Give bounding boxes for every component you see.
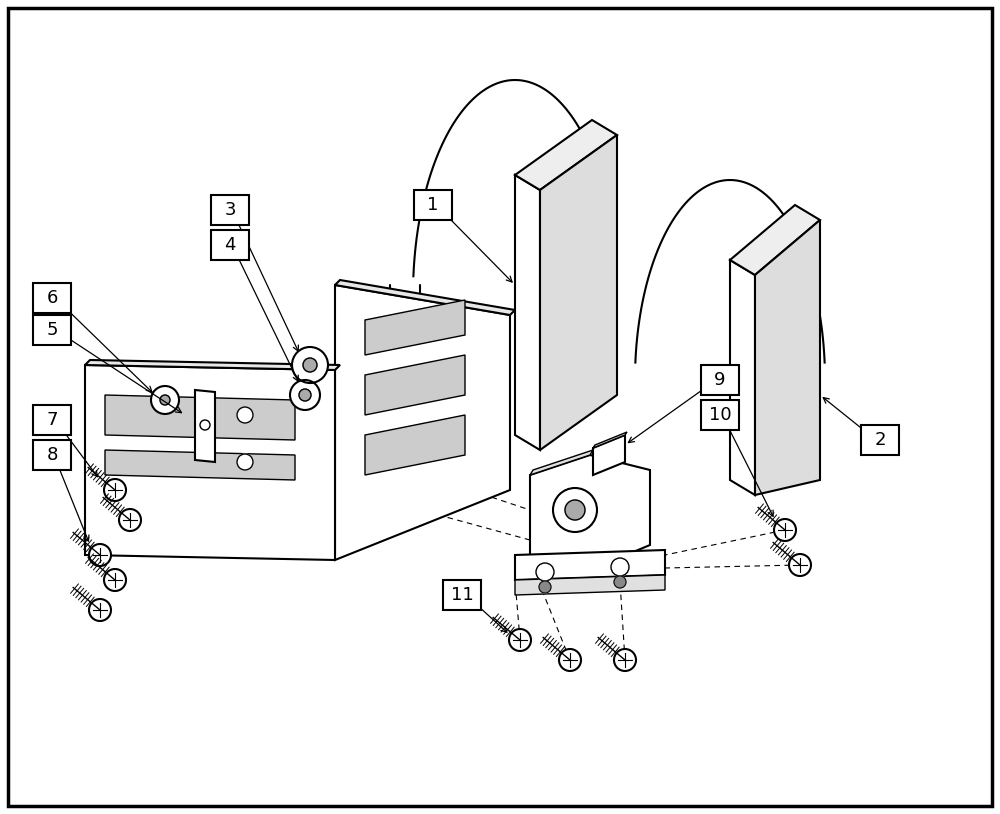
Circle shape — [539, 581, 551, 593]
Text: 10: 10 — [709, 406, 731, 424]
Text: 8: 8 — [46, 446, 58, 464]
Polygon shape — [105, 395, 295, 440]
Circle shape — [104, 569, 126, 591]
FancyBboxPatch shape — [211, 230, 249, 260]
Polygon shape — [335, 285, 510, 560]
Polygon shape — [365, 300, 465, 355]
Circle shape — [290, 380, 320, 410]
Text: 11: 11 — [451, 586, 473, 604]
Polygon shape — [593, 435, 625, 475]
Circle shape — [614, 649, 636, 671]
FancyBboxPatch shape — [443, 580, 481, 610]
Polygon shape — [540, 135, 617, 450]
FancyBboxPatch shape — [211, 195, 249, 225]
Circle shape — [104, 479, 126, 501]
Circle shape — [237, 454, 253, 470]
FancyBboxPatch shape — [33, 405, 71, 435]
Polygon shape — [530, 450, 593, 475]
Polygon shape — [515, 550, 665, 580]
FancyBboxPatch shape — [33, 283, 71, 313]
Circle shape — [89, 544, 111, 566]
Circle shape — [536, 563, 554, 581]
Text: 2: 2 — [874, 431, 886, 449]
Polygon shape — [105, 450, 295, 480]
Polygon shape — [730, 205, 820, 275]
Circle shape — [160, 395, 170, 405]
Circle shape — [611, 558, 629, 576]
Text: 1: 1 — [427, 196, 439, 214]
Circle shape — [565, 500, 585, 520]
Circle shape — [292, 347, 328, 383]
FancyBboxPatch shape — [33, 315, 71, 345]
Polygon shape — [530, 455, 650, 570]
Circle shape — [789, 554, 811, 576]
Polygon shape — [515, 175, 540, 450]
Text: 5: 5 — [46, 321, 58, 339]
FancyBboxPatch shape — [701, 365, 739, 395]
Circle shape — [200, 420, 210, 430]
Circle shape — [119, 509, 141, 531]
Polygon shape — [85, 365, 335, 560]
Text: 7: 7 — [46, 411, 58, 429]
Circle shape — [509, 629, 531, 651]
Circle shape — [774, 519, 796, 541]
Polygon shape — [365, 355, 465, 415]
Text: 6: 6 — [46, 289, 58, 307]
Polygon shape — [593, 432, 627, 448]
Circle shape — [299, 389, 311, 401]
Polygon shape — [335, 280, 515, 315]
Polygon shape — [755, 220, 820, 495]
Circle shape — [237, 407, 253, 423]
FancyBboxPatch shape — [861, 425, 899, 455]
Polygon shape — [85, 360, 340, 370]
Circle shape — [89, 599, 111, 621]
Circle shape — [303, 358, 317, 372]
Circle shape — [151, 386, 179, 414]
Text: 9: 9 — [714, 371, 726, 389]
Text: 4: 4 — [224, 236, 236, 254]
Polygon shape — [365, 415, 465, 475]
Circle shape — [614, 576, 626, 588]
FancyBboxPatch shape — [414, 190, 452, 220]
Polygon shape — [730, 260, 755, 495]
FancyBboxPatch shape — [33, 440, 71, 470]
Polygon shape — [195, 390, 215, 462]
Text: 3: 3 — [224, 201, 236, 219]
FancyBboxPatch shape — [701, 400, 739, 430]
Polygon shape — [515, 120, 617, 190]
Polygon shape — [515, 575, 665, 595]
Circle shape — [553, 488, 597, 532]
Circle shape — [559, 649, 581, 671]
